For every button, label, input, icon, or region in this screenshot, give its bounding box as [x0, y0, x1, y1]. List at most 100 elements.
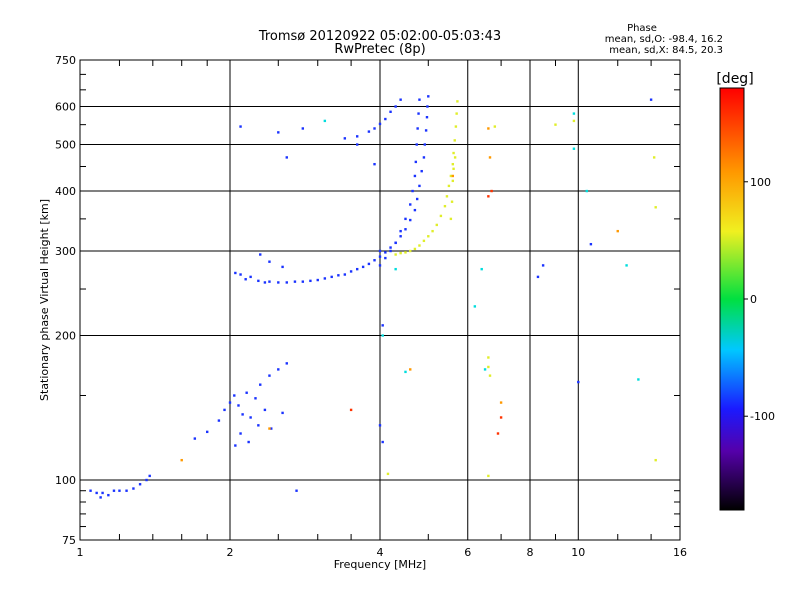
data-point: [394, 253, 397, 256]
data-point: [426, 105, 429, 108]
data-point: [454, 125, 458, 128]
data-point: [386, 472, 390, 476]
data-point: [637, 378, 640, 381]
colorbar-tick-label: 100: [750, 176, 771, 189]
data-point: [649, 98, 653, 101]
data-point: [257, 279, 260, 283]
data-point: [223, 408, 226, 412]
data-point: [452, 167, 455, 171]
data-point: [415, 143, 418, 146]
data-point: [270, 427, 273, 430]
data-point: [285, 362, 288, 365]
data-point: [249, 275, 252, 279]
data-point: [499, 401, 503, 404]
data-point: [384, 251, 387, 254]
data-point: [373, 127, 376, 130]
data-point: [394, 241, 397, 245]
data-point: [399, 251, 402, 255]
data-point: [323, 119, 327, 123]
data-point: [249, 416, 252, 419]
data-point: [455, 112, 458, 115]
data-point: [449, 217, 453, 221]
data-point: [263, 408, 267, 412]
data-point: [654, 458, 657, 462]
data-point: [138, 483, 142, 486]
data-point: [413, 174, 417, 178]
data-point: [378, 255, 382, 258]
data-point: [95, 491, 98, 495]
data-point: [439, 214, 443, 218]
data-point: [234, 271, 237, 275]
data-point: [259, 253, 262, 256]
x-tick-label: 16: [673, 546, 687, 559]
plot-frame: [79, 59, 681, 541]
data-point: [355, 143, 359, 146]
data-point: [411, 189, 414, 193]
data-point: [378, 122, 382, 126]
y-tick-label: 750: [55, 54, 76, 67]
data-point: [404, 217, 407, 221]
data-point: [654, 206, 657, 209]
data-point: [285, 156, 288, 159]
data-point: [277, 281, 280, 284]
data-point: [389, 246, 392, 249]
data-point: [148, 474, 151, 478]
y-tick-label: 600: [55, 101, 76, 114]
x-tick-label: 6: [464, 546, 471, 559]
data-point: [409, 368, 412, 371]
data-point: [418, 184, 421, 188]
data-point: [625, 264, 628, 267]
data-point: [409, 249, 412, 253]
data-point: [381, 324, 384, 327]
data-point: [301, 127, 305, 130]
data-point: [445, 195, 449, 198]
y-tick-label: 100: [55, 474, 76, 487]
data-point: [420, 169, 423, 173]
plot-grid: [80, 60, 680, 540]
data-point: [652, 156, 656, 159]
data-point: [301, 280, 305, 283]
data-point: [277, 131, 280, 134]
data-point: [89, 489, 92, 492]
data-point: [217, 419, 221, 422]
data-point: [193, 437, 197, 440]
data-point: [414, 160, 418, 164]
data-point: [367, 262, 371, 266]
data-point: [409, 218, 412, 222]
data-point: [490, 189, 493, 193]
data-point: [233, 394, 236, 397]
data-point: [450, 200, 454, 203]
data-point: [487, 365, 490, 369]
data-point: [451, 179, 455, 183]
data-point: [234, 444, 237, 447]
data-point: [268, 374, 271, 377]
data-point: [425, 116, 429, 119]
data-point: [205, 430, 209, 434]
data-point: [422, 239, 426, 243]
data-point: [349, 408, 353, 412]
data-point: [418, 244, 421, 247]
data-point: [456, 100, 459, 103]
data-point: [399, 229, 402, 233]
data-point: [378, 264, 382, 267]
x-tick-label: 4: [377, 546, 384, 559]
data-point: [451, 174, 455, 178]
data-point: [384, 256, 387, 260]
data-point: [228, 401, 232, 404]
data-point: [394, 267, 397, 271]
data-point: [378, 424, 382, 427]
data-point: [277, 368, 280, 371]
data-point: [99, 496, 102, 499]
data-point: [451, 162, 455, 166]
data-point: [423, 143, 426, 146]
data-point: [577, 380, 580, 384]
data-point: [488, 374, 492, 377]
data-point: [404, 370, 407, 374]
x-tick-label: 10: [571, 546, 585, 559]
data-point: [343, 137, 347, 140]
x-tick-label: 8: [527, 546, 534, 559]
data-point: [309, 279, 312, 283]
data-point: [447, 184, 451, 188]
data-point: [244, 278, 247, 281]
data-point: [381, 334, 384, 337]
